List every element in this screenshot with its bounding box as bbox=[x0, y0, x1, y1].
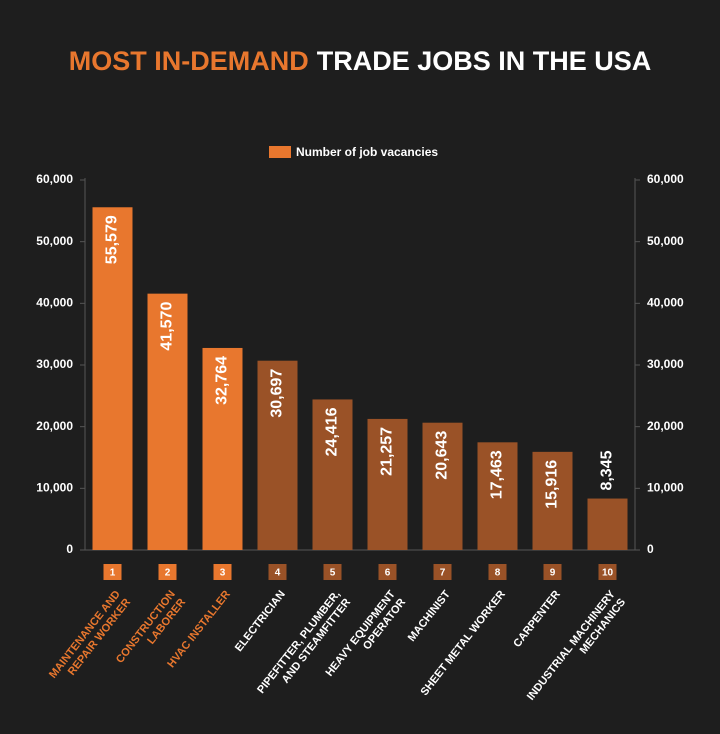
rank-label: 8 bbox=[495, 568, 501, 579]
bar bbox=[532, 451, 573, 550]
rank-badge bbox=[103, 564, 122, 580]
value-label: 30,697 bbox=[269, 369, 286, 418]
bar bbox=[367, 418, 408, 550]
bar bbox=[92, 207, 133, 551]
rank-badge bbox=[378, 564, 397, 580]
bar bbox=[257, 360, 298, 550]
rank-label: 1 bbox=[110, 568, 116, 579]
y-tick-label: 50,000 bbox=[36, 234, 73, 248]
bar bbox=[147, 293, 188, 550]
rank-badge bbox=[598, 564, 617, 580]
value-label: 20,643 bbox=[434, 431, 451, 480]
rank-badge bbox=[543, 564, 562, 580]
value-label: 15,916 bbox=[544, 460, 561, 509]
value-label: 32,764 bbox=[214, 356, 231, 405]
rank-label: 3 bbox=[220, 568, 226, 579]
bar bbox=[202, 347, 243, 550]
chart-title: MOST IN-DEMAND TRADE JOBS IN THE USA bbox=[69, 46, 652, 76]
y2-tick-label: 10,000 bbox=[647, 481, 684, 495]
y2-tick-label: 30,000 bbox=[647, 357, 684, 371]
rank-label: 6 bbox=[385, 568, 391, 579]
value-label: 8,345 bbox=[599, 450, 616, 490]
rank-badge bbox=[213, 564, 232, 580]
rank-label: 10 bbox=[602, 568, 614, 579]
y2-tick-label: 60,000 bbox=[647, 172, 684, 186]
y2-tick-label: 50,000 bbox=[647, 234, 684, 248]
value-label: 55,579 bbox=[104, 215, 121, 264]
rank-label: 5 bbox=[330, 568, 336, 579]
rank-badge bbox=[268, 564, 287, 580]
y-tick-label: 0 bbox=[66, 542, 73, 556]
value-label: 41,570 bbox=[159, 302, 176, 351]
bar bbox=[477, 442, 518, 550]
y2-tick-label: 0 bbox=[647, 542, 654, 556]
rank-label: 7 bbox=[440, 568, 446, 579]
y2-tick-label: 20,000 bbox=[647, 419, 684, 433]
bar bbox=[312, 399, 353, 550]
rank-badge bbox=[158, 564, 177, 580]
value-label: 24,416 bbox=[324, 407, 341, 456]
y-tick-label: 20,000 bbox=[36, 419, 73, 433]
y-tick-label: 60,000 bbox=[36, 172, 73, 186]
legend-label: Number of job vacancies bbox=[296, 145, 438, 159]
legend-swatch bbox=[269, 146, 291, 158]
value-label: 17,463 bbox=[489, 450, 506, 499]
rank-label: 4 bbox=[275, 568, 281, 579]
bar bbox=[422, 422, 463, 550]
y-tick-label: 40,000 bbox=[36, 296, 73, 310]
rank-badge bbox=[433, 564, 452, 580]
bar bbox=[587, 498, 628, 550]
rank-badge bbox=[323, 564, 342, 580]
y-tick-label: 10,000 bbox=[36, 481, 73, 495]
title-rest: TRADE JOBS IN THE USA bbox=[317, 46, 652, 76]
rank-badge bbox=[488, 564, 507, 580]
y2-tick-label: 40,000 bbox=[647, 296, 684, 310]
rank-label: 9 bbox=[550, 568, 556, 579]
title-highlight: MOST IN-DEMAND bbox=[69, 46, 309, 76]
rank-label: 2 bbox=[165, 568, 171, 579]
y-tick-label: 30,000 bbox=[36, 357, 73, 371]
value-label: 21,257 bbox=[379, 427, 396, 476]
